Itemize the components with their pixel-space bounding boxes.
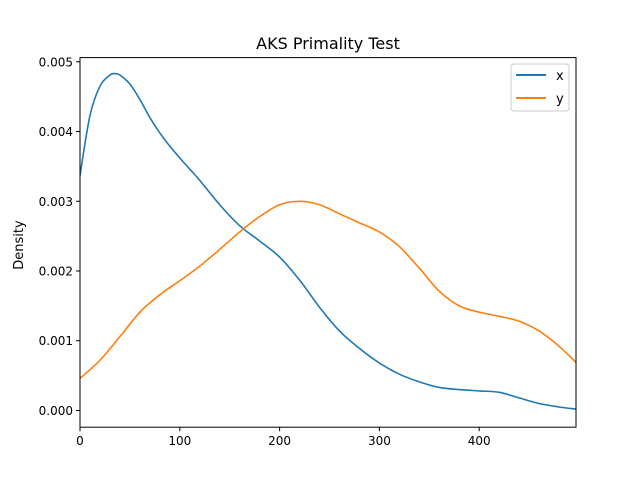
series-line-y bbox=[80, 200, 576, 379]
y-tick-label: 0.003 bbox=[39, 195, 73, 209]
x-tick-label: 400 bbox=[468, 434, 491, 448]
series-layer bbox=[80, 72, 576, 410]
legend-label-x: x bbox=[556, 69, 564, 84]
y-axis-label: Density bbox=[12, 220, 27, 270]
plot-area: 0 100 200 300 400 0.0000.0010.0020.0030.0040… bbox=[39, 55, 577, 448]
y-tick-label: 0.000 bbox=[39, 404, 73, 418]
y-tick-label: 0.005 bbox=[39, 55, 73, 69]
axes-frame bbox=[79, 57, 577, 428]
x-tick-label: 200 bbox=[268, 434, 291, 448]
chart-title: AKS Primality Test bbox=[256, 34, 400, 53]
y-tick-label: 0.001 bbox=[39, 334, 73, 348]
x-axis-ticks: 0 100 200 300 400 bbox=[76, 427, 491, 448]
y-tick-label: 0.004 bbox=[39, 125, 73, 139]
y-tick-label: 0.002 bbox=[39, 264, 73, 278]
x-tick-label: 300 bbox=[368, 434, 391, 448]
x-tick-label: 100 bbox=[168, 434, 191, 448]
legend: x y bbox=[510, 63, 570, 112]
series-line-x bbox=[80, 72, 576, 410]
legend-label-y: y bbox=[556, 92, 564, 107]
x-tick-label: 0 bbox=[76, 434, 84, 448]
y-axis-ticks: 0.000 0.001 0.002 0.003 0.004 0.005 bbox=[39, 55, 80, 418]
